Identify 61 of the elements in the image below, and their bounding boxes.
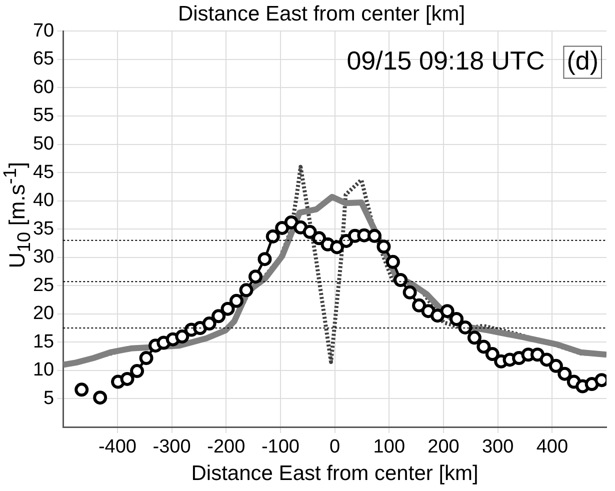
point bbox=[476, 340, 491, 354]
point bbox=[139, 351, 154, 366]
point bbox=[212, 309, 226, 324]
y-tick-label: 5 bbox=[44, 388, 54, 409]
y-tick-label: 25 bbox=[32, 274, 54, 296]
point bbox=[239, 283, 254, 298]
y-tick-label: 20 bbox=[32, 303, 54, 324]
point bbox=[130, 364, 144, 378]
point bbox=[120, 372, 134, 386]
point bbox=[402, 285, 417, 300]
point bbox=[458, 320, 472, 334]
point bbox=[394, 272, 408, 287]
point bbox=[367, 228, 382, 243]
point bbox=[530, 348, 544, 362]
chart-title: Distance East from center [km] bbox=[178, 2, 466, 26]
point bbox=[258, 252, 272, 266]
point bbox=[175, 330, 190, 344]
y-tick-label: 30 bbox=[32, 246, 54, 268]
point bbox=[467, 330, 482, 345]
x-tick-label: 0 bbox=[330, 436, 340, 458]
y-tick-label: 55 bbox=[32, 105, 54, 126]
y-tick-label: 40 bbox=[32, 190, 54, 212]
y-tick-label: 35 bbox=[32, 218, 54, 240]
x-tick-label: -300 bbox=[152, 436, 191, 458]
y-tick-label: 60 bbox=[32, 76, 54, 98]
x-tick-label: 100 bbox=[373, 436, 406, 458]
x-tick-label: 300 bbox=[482, 436, 514, 458]
point bbox=[220, 302, 235, 316]
point bbox=[74, 382, 89, 397]
y-tick-label: 70 bbox=[32, 20, 54, 42]
point bbox=[330, 240, 344, 254]
point bbox=[93, 390, 108, 405]
y-tick-label: 65 bbox=[32, 48, 54, 70]
point bbox=[485, 347, 500, 362]
x-axis-title: Distance East from center [km] bbox=[191, 462, 478, 486]
point bbox=[202, 316, 216, 331]
point bbox=[540, 352, 554, 367]
point bbox=[450, 312, 464, 326]
point bbox=[548, 358, 563, 373]
point bbox=[386, 254, 400, 269]
point bbox=[376, 240, 391, 254]
x-tick-label: 400 bbox=[536, 436, 568, 458]
point bbox=[412, 298, 426, 312]
point bbox=[248, 270, 262, 284]
x-tick-label: 200 bbox=[428, 436, 460, 458]
y-tick-label: 10 bbox=[32, 360, 54, 381]
x-tick-label: -200 bbox=[207, 436, 246, 458]
annotation: 09/15 09:18 UTC bbox=[346, 45, 545, 76]
point bbox=[430, 308, 445, 323]
point bbox=[302, 224, 317, 239]
y-tick-label: 50 bbox=[32, 134, 54, 155]
y-tick-label: 45 bbox=[32, 162, 54, 183]
point bbox=[440, 304, 454, 318]
point bbox=[229, 294, 244, 308]
x-tick-label: -400 bbox=[98, 436, 136, 458]
annotation: (d) bbox=[566, 45, 598, 76]
point bbox=[275, 220, 290, 235]
x-tick-label: -100 bbox=[261, 436, 300, 458]
point bbox=[266, 229, 280, 244]
point bbox=[558, 366, 572, 381]
y-tick-label: 15 bbox=[32, 331, 54, 352]
